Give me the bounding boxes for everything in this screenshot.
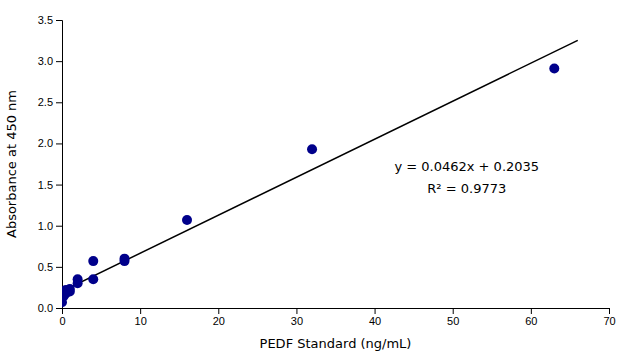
tick: 2.0 (38, 137, 62, 149)
tick: 20 (213, 308, 225, 327)
x-axis-title: PEDF Standard (ng/mL) (260, 336, 412, 351)
tick-label: 0.0 (38, 302, 53, 314)
tick: 0.0 (38, 302, 62, 314)
tick-label: 0.5 (38, 261, 53, 273)
tick-label: 10 (135, 315, 147, 327)
tick-mark (56, 61, 62, 62)
point (73, 274, 83, 284)
tick: 70 (603, 308, 615, 327)
tick-label: 2.5 (38, 96, 53, 108)
regression-line (62, 40, 578, 291)
tick-label: 0 (59, 315, 65, 327)
marks (62, 40, 578, 307)
y-axis: 0.0 0.5 1.0 1.5 2.0 2.5 3.0 3.5 (38, 14, 63, 314)
tick: 60 (525, 308, 537, 327)
annotation-line: y = 0.0462x + 0.2035 (394, 159, 539, 174)
axis-line (56, 21, 63, 309)
tick: 0 (59, 308, 65, 327)
tick: 3.0 (38, 55, 62, 67)
tick-label: 2.0 (38, 137, 53, 149)
tick-mark (56, 20, 62, 21)
tick-mark (375, 308, 376, 314)
tick-label: 3.5 (38, 14, 53, 26)
tick-mark (218, 308, 219, 314)
annotation-line: R² = 0.9773 (427, 181, 506, 196)
tick-mark (56, 102, 62, 103)
tick: 10 (135, 308, 147, 327)
tick-label: 20 (213, 315, 225, 327)
tick-label: 60 (525, 315, 537, 327)
tick-mark (140, 308, 141, 314)
tick-mark (296, 308, 297, 314)
tick: 40 (369, 308, 381, 327)
y-axis-title: Absorbance at 450 nm (4, 90, 19, 238)
tick-label: 50 (447, 315, 459, 327)
tick-mark (56, 267, 62, 268)
tick: 1.0 (38, 220, 62, 232)
point (182, 215, 192, 225)
tick-label: 3.0 (38, 55, 53, 67)
point (549, 64, 559, 74)
tick: 1.5 (38, 179, 62, 191)
annotation: y = 0.0462x + 0.2035 R² = 0.9773 (394, 159, 539, 196)
tick: 0.5 (38, 261, 62, 273)
tick-mark (453, 308, 454, 314)
tick-mark (56, 185, 62, 186)
tick-label: 1.5 (38, 179, 53, 191)
tick-label: 30 (291, 315, 303, 327)
x-axis: 0 10 20 30 40 50 60 70 (59, 308, 615, 327)
tick-mark (531, 308, 532, 314)
tick-mark (609, 308, 610, 314)
point (307, 144, 317, 154)
tick: 3.5 (38, 14, 62, 26)
tick-mark (56, 308, 62, 309)
point (88, 274, 98, 284)
point (88, 256, 98, 266)
tick-label: 1.0 (38, 220, 53, 232)
tick-mark (56, 226, 62, 227)
tick: 50 (447, 308, 459, 327)
tick-mark (56, 143, 62, 144)
tick-label: 40 (369, 315, 381, 327)
point (120, 254, 130, 264)
tick-label: 70 (603, 315, 615, 327)
plot: 0 10 20 30 40 50 60 70 0.0 0.5 1.0 1.5 2.0 2.5 3.0 3.5 y… (38, 14, 616, 327)
tick: 2.5 (38, 96, 62, 108)
chart: 0 10 20 30 40 50 60 70 0.0 0.5 1.0 1.5 2.0 2.5 3.0 3.5 y… (0, 0, 633, 360)
tick: 30 (291, 308, 303, 327)
axis-line (63, 309, 610, 315)
